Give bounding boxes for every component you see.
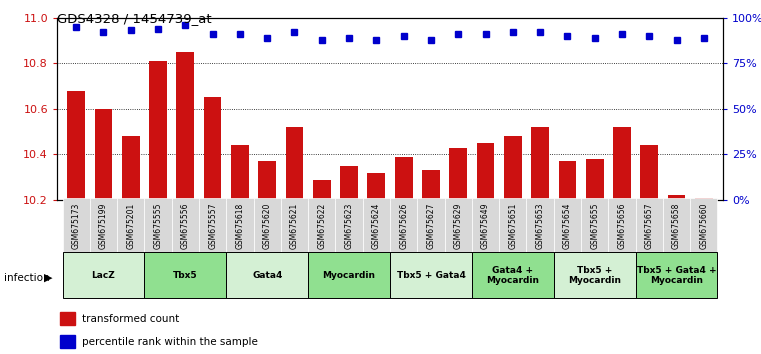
FancyBboxPatch shape — [90, 198, 117, 253]
Text: GSM675624: GSM675624 — [372, 202, 380, 249]
Text: GSM675626: GSM675626 — [400, 202, 408, 249]
Bar — [476, 143, 495, 200]
FancyBboxPatch shape — [690, 198, 718, 253]
Text: GSM675556: GSM675556 — [181, 202, 189, 249]
Bar — [504, 136, 522, 200]
Text: GSM675555: GSM675555 — [154, 202, 163, 249]
Bar — [559, 161, 576, 200]
Text: GSM675621: GSM675621 — [290, 202, 299, 249]
Bar — [313, 179, 331, 200]
Text: GSM675653: GSM675653 — [536, 202, 545, 249]
Bar — [422, 170, 440, 200]
FancyBboxPatch shape — [199, 198, 226, 253]
Bar — [695, 198, 713, 200]
Bar — [368, 173, 385, 200]
FancyBboxPatch shape — [226, 198, 253, 253]
FancyBboxPatch shape — [253, 198, 281, 253]
Text: transformed count: transformed count — [82, 314, 180, 324]
FancyBboxPatch shape — [281, 198, 308, 253]
FancyBboxPatch shape — [117, 198, 145, 253]
Text: GSM675656: GSM675656 — [617, 202, 626, 249]
Bar — [641, 145, 658, 200]
FancyBboxPatch shape — [635, 252, 718, 298]
FancyBboxPatch shape — [499, 198, 527, 253]
FancyBboxPatch shape — [527, 198, 554, 253]
Text: percentile rank within the sample: percentile rank within the sample — [82, 337, 258, 347]
Bar — [177, 52, 194, 200]
Text: GDS4328 / 1454739_at: GDS4328 / 1454739_at — [57, 12, 212, 25]
Text: GSM675660: GSM675660 — [699, 202, 708, 249]
Text: Tbx5: Tbx5 — [173, 271, 198, 280]
FancyBboxPatch shape — [417, 198, 444, 253]
Text: infection: infection — [4, 273, 49, 283]
Text: GSM675655: GSM675655 — [591, 202, 599, 249]
Text: Gata4: Gata4 — [252, 271, 282, 280]
FancyBboxPatch shape — [390, 252, 472, 298]
Text: LacZ: LacZ — [91, 271, 116, 280]
Bar — [67, 91, 85, 200]
FancyBboxPatch shape — [581, 198, 608, 253]
Bar — [586, 159, 603, 200]
FancyBboxPatch shape — [308, 252, 390, 298]
FancyBboxPatch shape — [226, 252, 308, 298]
FancyBboxPatch shape — [62, 198, 90, 253]
Bar — [667, 195, 686, 200]
Text: GSM675199: GSM675199 — [99, 202, 108, 249]
Text: GSM675622: GSM675622 — [317, 202, 326, 249]
FancyBboxPatch shape — [390, 198, 417, 253]
Text: Gata4 +
Myocardin: Gata4 + Myocardin — [486, 266, 540, 285]
FancyBboxPatch shape — [308, 198, 336, 253]
Text: Tbx5 +
Myocardin: Tbx5 + Myocardin — [568, 266, 621, 285]
Text: GSM675618: GSM675618 — [235, 202, 244, 249]
Text: GSM675173: GSM675173 — [72, 202, 81, 249]
FancyBboxPatch shape — [172, 198, 199, 253]
Bar — [231, 145, 249, 200]
Bar — [122, 136, 139, 200]
Text: GSM675557: GSM675557 — [208, 202, 217, 249]
Text: GSM675629: GSM675629 — [454, 202, 463, 249]
Text: GSM675620: GSM675620 — [263, 202, 272, 249]
Text: GSM675658: GSM675658 — [672, 202, 681, 249]
Bar — [149, 61, 167, 200]
FancyBboxPatch shape — [363, 198, 390, 253]
Bar — [60, 335, 75, 348]
FancyBboxPatch shape — [663, 198, 690, 253]
Text: GSM675201: GSM675201 — [126, 202, 135, 249]
Text: GSM675651: GSM675651 — [508, 202, 517, 249]
Text: Tbx5 + Gata4 +
Myocardin: Tbx5 + Gata4 + Myocardin — [637, 266, 716, 285]
Text: GSM675657: GSM675657 — [645, 202, 654, 249]
FancyBboxPatch shape — [336, 198, 363, 253]
Bar — [395, 157, 412, 200]
FancyBboxPatch shape — [608, 198, 635, 253]
Text: GSM675649: GSM675649 — [481, 202, 490, 249]
FancyBboxPatch shape — [554, 198, 581, 253]
FancyBboxPatch shape — [554, 252, 635, 298]
Bar — [94, 109, 113, 200]
FancyBboxPatch shape — [62, 252, 145, 298]
Bar — [258, 161, 276, 200]
Text: GSM675627: GSM675627 — [426, 202, 435, 249]
Bar — [204, 97, 221, 200]
Bar — [285, 127, 304, 200]
FancyBboxPatch shape — [145, 198, 172, 253]
Bar — [340, 166, 358, 200]
Bar — [613, 127, 631, 200]
Bar — [60, 312, 75, 325]
FancyBboxPatch shape — [472, 252, 554, 298]
Text: GSM675623: GSM675623 — [345, 202, 354, 249]
Bar — [531, 127, 549, 200]
Bar — [449, 148, 467, 200]
FancyBboxPatch shape — [145, 252, 226, 298]
FancyBboxPatch shape — [635, 198, 663, 253]
FancyBboxPatch shape — [472, 198, 499, 253]
Text: Tbx5 + Gata4: Tbx5 + Gata4 — [396, 271, 466, 280]
Text: GSM675654: GSM675654 — [563, 202, 572, 249]
Text: ▶: ▶ — [44, 273, 53, 283]
FancyBboxPatch shape — [444, 198, 472, 253]
Text: Myocardin: Myocardin — [323, 271, 376, 280]
